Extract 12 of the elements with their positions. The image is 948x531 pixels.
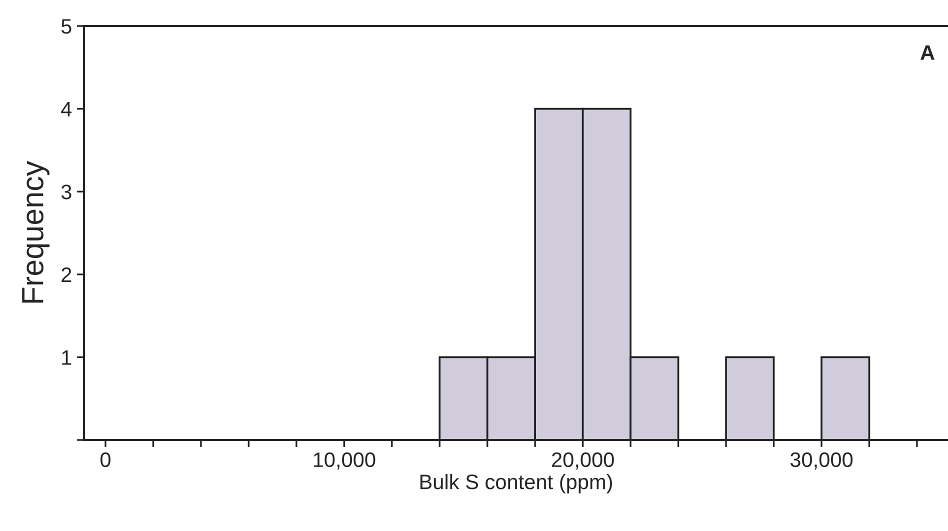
x-tick-label: 20,000: [552, 452, 614, 470]
y-tick-label: 3: [61, 184, 72, 200]
y-tick-label: 1: [62, 350, 72, 365]
x-tick-label: 30,000: [790, 452, 853, 470]
x-tick-label: 0: [100, 452, 110, 468]
y-tick-label: 4: [61, 102, 72, 116]
y-tick-label: 2: [62, 267, 72, 282]
y-axis-title: Frequency: [22, 160, 50, 303]
y-tick-label: 5: [61, 19, 72, 34]
annotation: A: [920, 45, 934, 60]
x-axis-title: Bulk S content (ppm): [420, 474, 612, 494]
x-tick-label: 10,000: [314, 452, 376, 470]
